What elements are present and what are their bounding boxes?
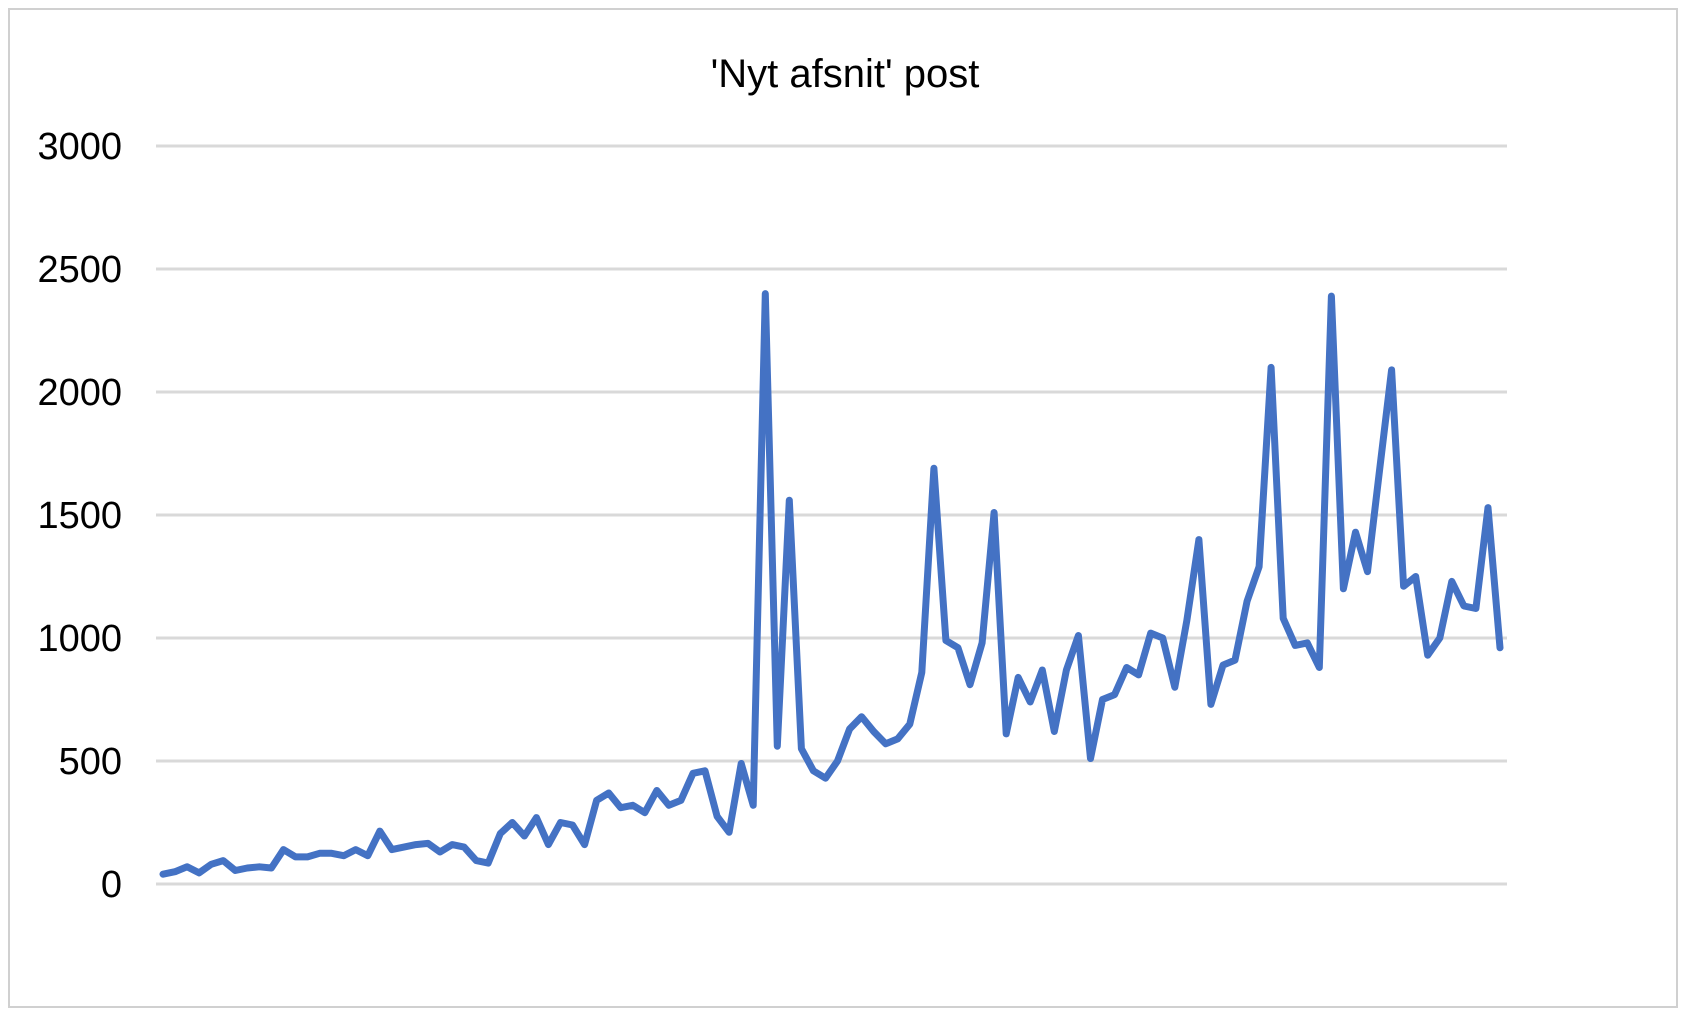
chart-title: 'Nyt afsnit' post (711, 52, 980, 96)
y-tick-label: 500 (59, 741, 122, 783)
chart-container[interactable]: 'Nyt afsnit' post 0 500 1000 1500 2000 2500 30… (8, 8, 1678, 1008)
series-group (159, 290, 1504, 878)
y-tick-label: 0 (101, 864, 122, 906)
line-chart: 'Nyt afsnit' post 0 500 1000 1500 2000 2500 30… (37, 52, 1507, 906)
y-tick-label: 3000 (37, 126, 122, 168)
y-tick-label: 1000 (37, 618, 122, 660)
y-tick-label: 2000 (37, 372, 122, 414)
series-line-0[interactable] (159, 290, 1504, 878)
y-tick-label: 1500 (37, 495, 122, 537)
gridlines (156, 144, 1507, 886)
y-axis-ticks: 0 500 1000 1500 2000 2500 3000 (37, 126, 122, 906)
y-tick-label: 2500 (37, 249, 122, 291)
